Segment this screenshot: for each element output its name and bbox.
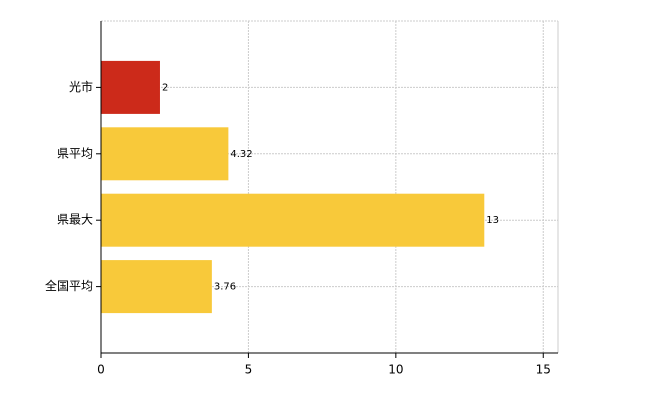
bar [101, 193, 485, 247]
y-tick-label: 全国平均 [45, 278, 93, 293]
value-label: 2 [162, 82, 168, 93]
x-tick-label: 15 [536, 363, 551, 377]
bar [101, 127, 229, 181]
x-tick-label: 5 [245, 363, 253, 377]
y-tick-label: 県平均 [57, 146, 93, 160]
value-label: 13 [486, 215, 499, 226]
x-tick-label: 10 [388, 363, 403, 377]
y-tick-label: 県最大 [57, 213, 93, 227]
value-label: 4.32 [230, 149, 252, 160]
value-label: 3.76 [214, 282, 236, 293]
bar [101, 60, 160, 114]
x-tick-label: 0 [97, 363, 105, 377]
bar [101, 260, 212, 314]
y-tick-label: 光市 [69, 79, 93, 94]
